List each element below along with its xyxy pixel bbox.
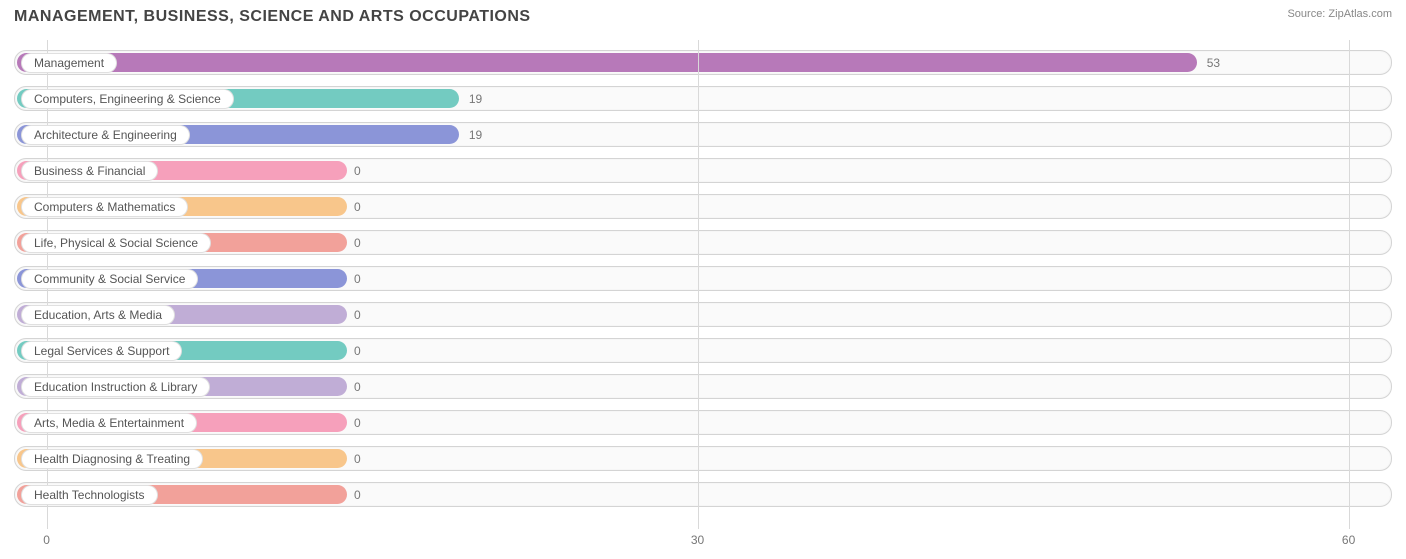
value-label: 0 [354, 416, 361, 430]
plot-area: Management 53 Computers, Engineering & Sci… [14, 40, 1392, 529]
value-label: 0 [354, 236, 361, 250]
category-pill: Life, Physical & Social Science [21, 233, 211, 253]
category-pill: Computers, Engineering & Science [21, 89, 234, 109]
bar-row: Health Diagnosing & Treating 0 [14, 446, 1392, 471]
category-pill: Education Instruction & Library [21, 377, 210, 397]
bar-row: Architecture & Engineering 19 [14, 122, 1392, 147]
bar-row: Education Instruction & Library 0 [14, 374, 1392, 399]
bar-row: Health Technologists 0 [14, 482, 1392, 507]
category-pill: Business & Financial [21, 161, 158, 181]
source-attribution: Source: ZipAtlas.com [1287, 8, 1392, 20]
value-label: 0 [354, 200, 361, 214]
category-pill: Education, Arts & Media [21, 305, 175, 325]
bar-row: Management 53 [14, 50, 1392, 75]
bar-row: Computers, Engineering & Science 19 [14, 86, 1392, 111]
value-label: 0 [354, 488, 361, 502]
bar-row: Life, Physical & Social Science 0 [14, 230, 1392, 255]
bar-row: Community & Social Service 0 [14, 266, 1392, 291]
bar-fill [17, 53, 1197, 72]
value-label: 0 [354, 308, 361, 322]
category-pill: Architecture & Engineering [21, 125, 190, 145]
value-label: 0 [354, 380, 361, 394]
category-pill: Health Diagnosing & Treating [21, 449, 203, 469]
bar-row: Business & Financial 0 [14, 158, 1392, 183]
x-tick-label: 60 [1342, 533, 1355, 547]
bar-row: Arts, Media & Entertainment 0 [14, 410, 1392, 435]
grid-line [1349, 40, 1350, 529]
bar-row: Computers & Mathematics 0 [14, 194, 1392, 219]
bar-row: Legal Services & Support 0 [14, 338, 1392, 363]
category-pill: Community & Social Service [21, 269, 198, 289]
bar-rows-container: Management 53 Computers, Engineering & Sci… [14, 50, 1392, 529]
value-label: 0 [354, 272, 361, 286]
category-pill: Arts, Media & Entertainment [21, 413, 197, 433]
grid-line [698, 40, 699, 529]
category-pill: Computers & Mathematics [21, 197, 188, 217]
x-tick-label: 0 [43, 533, 50, 547]
value-label: 0 [354, 452, 361, 466]
value-label: 0 [354, 164, 361, 178]
chart-title: MANAGEMENT, BUSINESS, SCIENCE AND ARTS O… [0, 0, 1406, 26]
value-label: 19 [469, 128, 482, 142]
value-label: 19 [469, 92, 482, 106]
category-pill: Management [21, 53, 117, 73]
bar-row: Education, Arts & Media 0 [14, 302, 1392, 327]
value-label: 0 [354, 344, 361, 358]
value-label: 53 [1207, 56, 1220, 70]
x-tick-label: 30 [691, 533, 704, 547]
category-pill: Legal Services & Support [21, 341, 182, 361]
x-axis: 0 30 60 [14, 533, 1392, 551]
category-pill: Health Technologists [21, 485, 158, 505]
